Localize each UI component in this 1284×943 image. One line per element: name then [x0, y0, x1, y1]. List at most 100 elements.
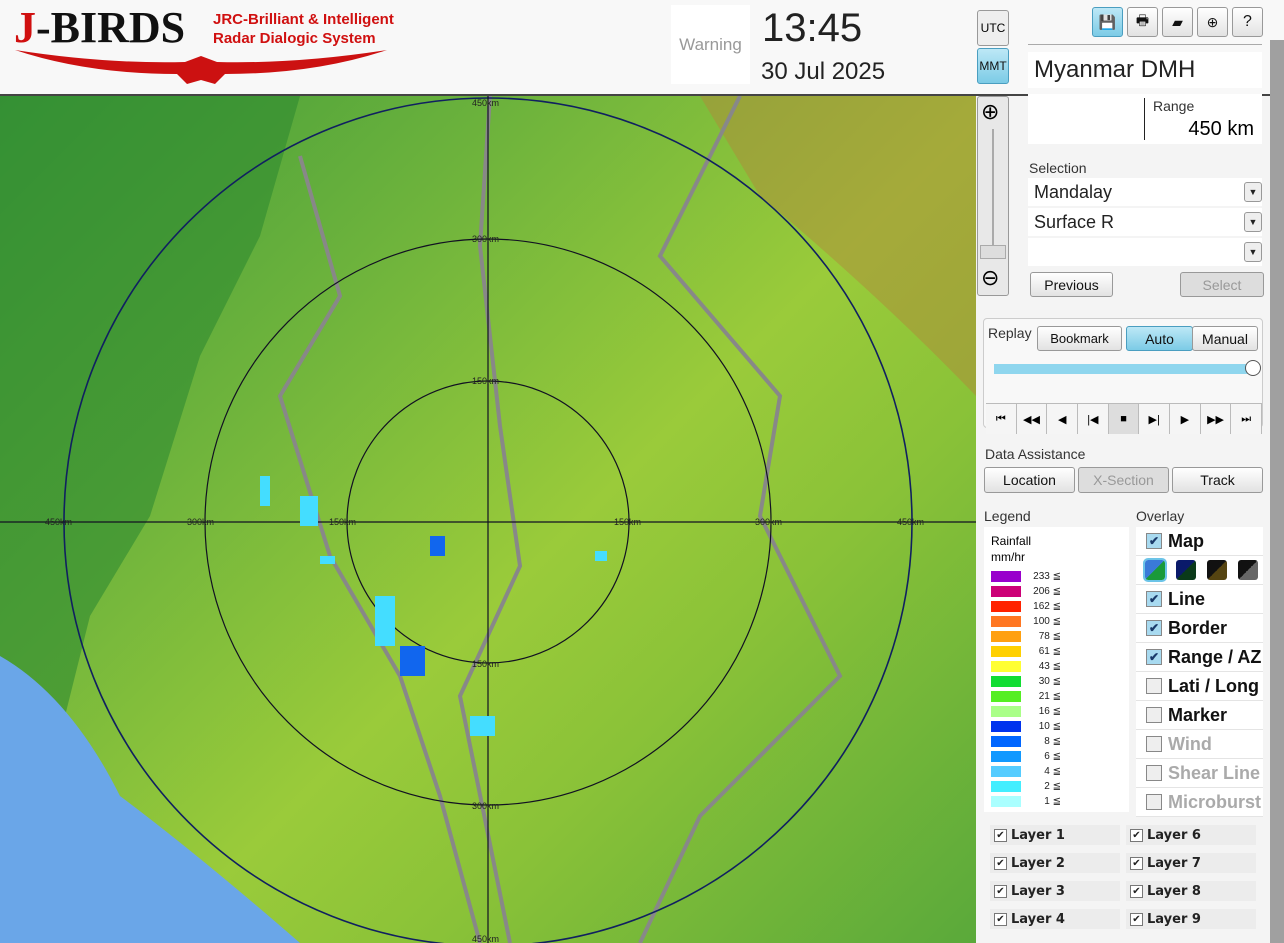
- org-name: Myanmar DMH: [1028, 52, 1262, 88]
- zoom-in-icon[interactable]: ⊕: [981, 99, 1000, 124]
- legend-swatch: [991, 601, 1021, 612]
- layer-toggle[interactable]: ✔ Layer 1: [990, 825, 1120, 845]
- last-icon[interactable]: ⏭: [1231, 404, 1263, 434]
- legend-value: 233 ≦: [1033, 571, 1061, 582]
- legend-item: 78 ≦: [991, 629, 1061, 644]
- overlay-border[interactable]: ✔ Border: [1136, 614, 1263, 643]
- step-forward-icon[interactable]: ▶|: [1139, 404, 1171, 434]
- overlay-marker[interactable]: Marker: [1136, 701, 1263, 730]
- zoom-control[interactable]: ⊕ ⊖: [977, 96, 1009, 296]
- overlay-map[interactable]: ✔ Map: [1136, 527, 1263, 556]
- checkbox[interactable]: [1146, 736, 1162, 752]
- range-label: 150km: [472, 659, 500, 669]
- play-icon[interactable]: ▶: [1170, 404, 1201, 434]
- layer-toggle[interactable]: ✔ Layer 9: [1126, 909, 1256, 929]
- overlay-line[interactable]: ✔ Line: [1136, 585, 1263, 614]
- site-select[interactable]: Mandalay ▼: [1028, 178, 1262, 206]
- checkbox[interactable]: ✔: [1146, 649, 1162, 665]
- map-style-swatch[interactable]: [1176, 560, 1196, 580]
- legend-item: 61 ≦: [991, 644, 1061, 659]
- layer-toggle[interactable]: ✔ Layer 2: [990, 853, 1120, 873]
- xsection-button[interactable]: X-Section: [1078, 467, 1169, 493]
- scrollbar[interactable]: [1270, 40, 1284, 943]
- layer-toggle[interactable]: ✔ Layer 8: [1126, 881, 1256, 901]
- replay-box: Replay Bookmark Auto Manual ⏮ ◀◀ ◀ |◀ ■ ▶| ▶ ▶▶…: [983, 318, 1263, 434]
- step-back-icon[interactable]: |◀: [1078, 404, 1109, 434]
- chevron-down-icon[interactable]: ▼: [1244, 182, 1262, 202]
- checkbox[interactable]: [1146, 678, 1162, 694]
- data-assistance-label: Data Assistance: [985, 446, 1086, 462]
- checkbox[interactable]: [1146, 794, 1162, 810]
- stop-icon[interactable]: ■: [1108, 404, 1140, 434]
- auto-button[interactable]: Auto: [1126, 326, 1193, 351]
- third-select[interactable]: ▼: [1028, 238, 1262, 266]
- layer-toggle[interactable]: ✔ Layer 4: [990, 909, 1120, 929]
- folder-open-icon[interactable]: ▰: [1162, 7, 1193, 37]
- mmt-toggle[interactable]: MMT: [977, 48, 1009, 84]
- checkbox[interactable]: ✔: [994, 828, 1007, 842]
- checkbox[interactable]: ✔: [1130, 828, 1143, 842]
- fast-back-icon[interactable]: ◀◀: [1016, 404, 1048, 434]
- first-icon[interactable]: ⏮: [986, 404, 1017, 434]
- layer-toggle[interactable]: ✔ Layer 7: [1126, 853, 1256, 873]
- legend-value: 61 ≦: [1038, 646, 1061, 657]
- map-style-swatch[interactable]: [1143, 558, 1167, 582]
- checkbox[interactable]: ✔: [1130, 884, 1143, 898]
- overlay-lati-long[interactable]: Lati / Long: [1136, 672, 1263, 701]
- warning-button[interactable]: Warning: [671, 5, 750, 84]
- checkbox[interactable]: ✔: [1130, 912, 1143, 926]
- replay-slider-handle[interactable]: [1245, 360, 1261, 376]
- map-style-swatch[interactable]: [1207, 560, 1227, 580]
- layer-toggle[interactable]: ✔ Layer 3: [990, 881, 1120, 901]
- range-label: 300km: [187, 517, 215, 527]
- back-icon[interactable]: ◀: [1047, 404, 1079, 434]
- select-button[interactable]: Select: [1180, 272, 1264, 297]
- manual-button[interactable]: Manual: [1192, 326, 1258, 351]
- legend-value: 78 ≦: [1038, 631, 1061, 642]
- chevron-down-icon[interactable]: ▼: [1244, 242, 1262, 262]
- overlay-microburst[interactable]: Microburst: [1136, 788, 1263, 817]
- overlay-range-az[interactable]: ✔ Range / AZ: [1136, 643, 1263, 672]
- layer-label: Layer 9: [1147, 911, 1201, 927]
- add-window-icon[interactable]: ⊕: [1197, 7, 1228, 37]
- utc-toggle[interactable]: UTC: [977, 10, 1009, 46]
- range-label: 150km: [472, 376, 500, 386]
- previous-button[interactable]: Previous: [1030, 272, 1113, 297]
- help-icon[interactable]: ?: [1232, 7, 1263, 37]
- layer-label: Layer 7: [1147, 855, 1201, 871]
- checkbox[interactable]: ✔: [994, 912, 1007, 926]
- fast-forward-icon[interactable]: ▶▶: [1200, 404, 1232, 434]
- bookmark-button[interactable]: Bookmark: [1037, 326, 1122, 351]
- checkbox[interactable]: [1146, 765, 1162, 781]
- zoom-track[interactable]: [992, 129, 994, 249]
- checkbox[interactable]: ✔: [1146, 620, 1162, 636]
- replay-slider[interactable]: [994, 364, 1254, 374]
- zoom-out-icon[interactable]: ⊖: [981, 265, 1000, 290]
- location-button[interactable]: Location: [984, 467, 1075, 493]
- checkbox[interactable]: ✔: [1146, 591, 1162, 607]
- checkbox[interactable]: ✔: [994, 884, 1007, 898]
- site-value: Mandalay: [1034, 181, 1113, 202]
- layer-toggle[interactable]: ✔ Layer 6: [1126, 825, 1256, 845]
- zoom-slider-handle[interactable]: [980, 245, 1006, 259]
- radar-map[interactable]: 450km 300km 150km 150km 300km 450km 450k…: [0, 96, 976, 943]
- chevron-down-icon[interactable]: ▼: [1244, 212, 1262, 232]
- overlay-label: Line: [1168, 588, 1206, 609]
- range-label: 450km: [472, 98, 500, 108]
- overlay-wind[interactable]: Wind: [1136, 730, 1263, 759]
- legend-value: 4 ≦: [1044, 766, 1061, 777]
- checkbox[interactable]: ✔: [1146, 533, 1162, 549]
- legend-item: 162 ≦: [991, 599, 1061, 614]
- legend-swatch: [991, 796, 1021, 807]
- track-button[interactable]: Track: [1172, 467, 1263, 493]
- checkbox[interactable]: ✔: [1130, 856, 1143, 870]
- checkbox[interactable]: ✔: [994, 856, 1007, 870]
- legend-item: 8 ≦: [991, 734, 1061, 749]
- print-icon[interactable]: 🖶: [1127, 7, 1158, 37]
- map-style-swatch[interactable]: [1238, 560, 1258, 580]
- overlay-shear-line[interactable]: Shear Line: [1136, 759, 1263, 788]
- overlay-label: Marker: [1168, 704, 1228, 725]
- product-select[interactable]: Surface R ▼: [1028, 208, 1262, 236]
- save-icon[interactable]: 💾: [1092, 7, 1123, 37]
- checkbox[interactable]: [1146, 707, 1162, 723]
